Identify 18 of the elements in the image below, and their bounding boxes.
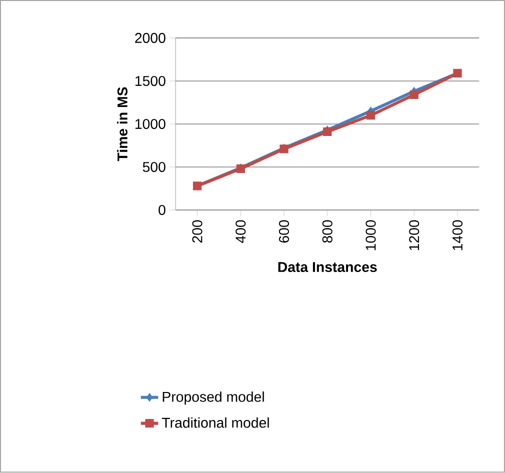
y-tick-label: 1000 [135,119,166,130]
y-tick-label: 1500 [135,76,166,86]
y-axis-title: Time in MS [117,87,128,162]
y-tick-label: 500 [142,162,166,172]
x-tick-label: 400 [236,220,246,244]
point [366,111,376,120]
y-tick-label: 0 [158,205,166,216]
legend-label: Proposed model [162,392,264,405]
x-tick-label: 200 [192,220,202,243]
x-tick-label: 1400 [452,220,463,250]
point [410,90,418,100]
legend-label: Traditional model [162,418,269,428]
x-tick-label: 800 [322,220,332,243]
x-tick-label: 600 [278,220,290,243]
x-tick-label: 1200 [409,220,420,250]
y-tick-label: 2000 [135,33,166,44]
x-tick-label: 1000 [366,220,376,250]
x-axis-title: Data Instances [278,262,377,272]
